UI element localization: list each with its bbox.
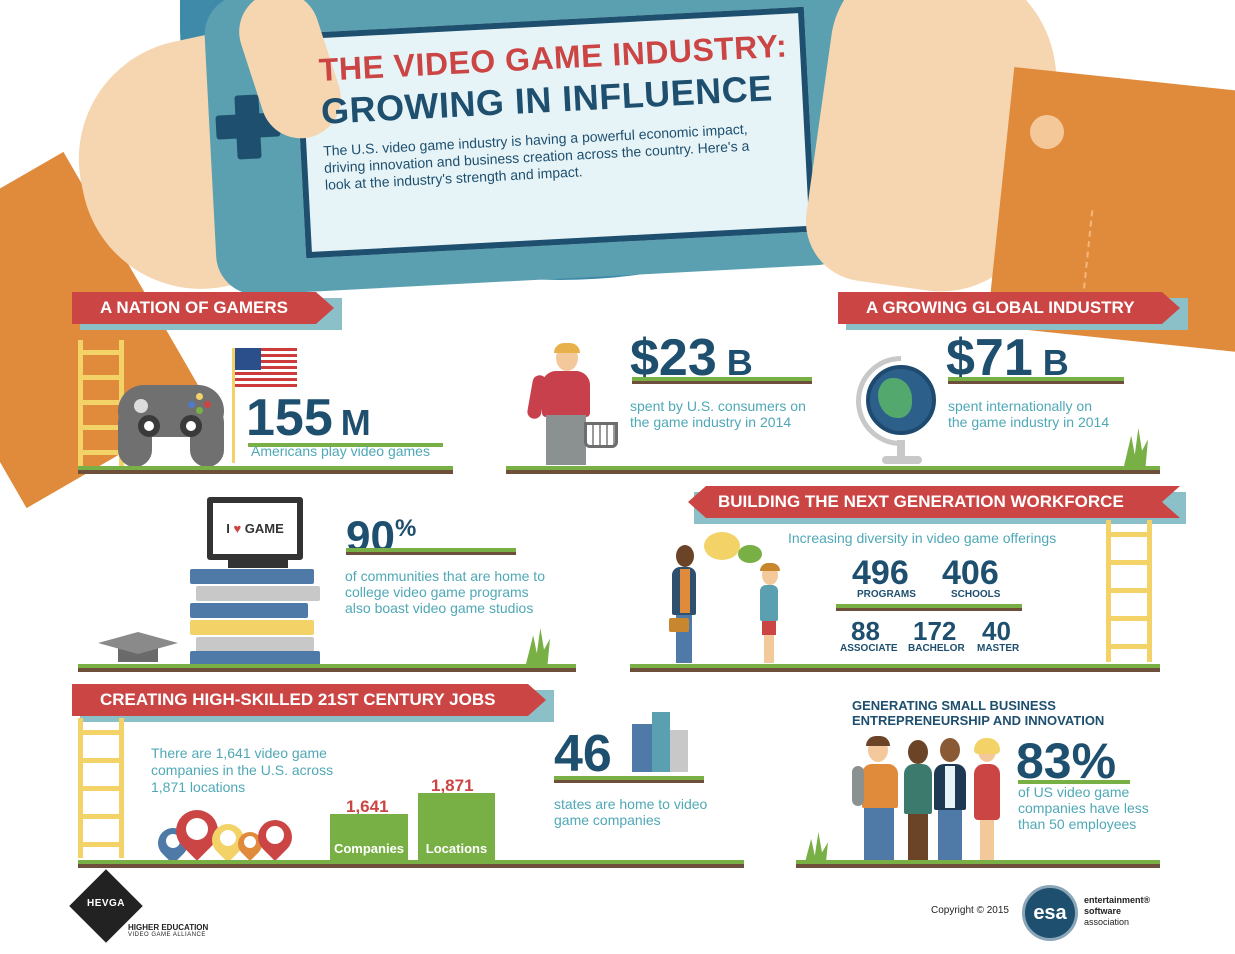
ground-line: [796, 860, 1160, 868]
stat-71b-desc: spent internationally on the game indust…: [948, 398, 1110, 430]
graduation-cap-icon: [98, 632, 178, 654]
hevga-logo-text: HEVGA: [86, 898, 126, 909]
flag-canton: [235, 348, 261, 370]
plant-icon: [1124, 428, 1148, 466]
locations-bar-label: Locations: [425, 841, 488, 856]
monitor-screen: I ♥ GAME: [213, 503, 297, 554]
stat-underline: [346, 548, 516, 555]
stat-underline: [248, 443, 443, 447]
hevga-subtitle: VIDEO GAME ALLIANCE: [128, 932, 206, 938]
esa-logo: esa: [1022, 885, 1078, 941]
ground-line: [78, 664, 576, 672]
ground-line: [630, 664, 1160, 672]
stat-46-desc: states are home to video game companies: [554, 796, 708, 828]
small-business-title: GENERATING SMALL BUSINESS ENTREPRENEURSH…: [852, 698, 1105, 728]
flag-pole: [232, 348, 235, 463]
associate-label: ASSOCIATE: [840, 643, 898, 654]
companies-bar-value: 1,641: [346, 797, 389, 816]
workforce-subtitle: Increasing diversity in video game offer…: [788, 530, 1057, 546]
stat-83-percent: 83%: [1016, 733, 1117, 789]
stat-23b-desc: spent by U.S. consumers on the game indu…: [630, 398, 806, 430]
controller-icon: [118, 385, 224, 467]
adult-person-icon: [668, 545, 698, 663]
stat-71b: $71 B: [946, 329, 1069, 387]
monitor-stand: [228, 560, 288, 568]
stat-underline: [836, 604, 1022, 611]
locations-bar: Locations: [418, 793, 495, 860]
stat-underline: [948, 377, 1124, 384]
consumer-person-icon: [526, 343, 600, 465]
copyright-text: Copyright © 2015: [931, 905, 1009, 916]
ground-line: [78, 466, 453, 474]
ribbon-workforce: BUILDING THE NEXT GENERATION WORKFORCE: [688, 486, 1180, 518]
jobs-desc: There are 1,641 video game companies in …: [151, 745, 334, 795]
speech-bubble-icon: [738, 545, 762, 563]
stat-underline: [1018, 780, 1130, 784]
ribbon-global-industry: A GROWING GLOBAL INDUSTRY: [838, 292, 1180, 324]
sleeve-button: [1030, 115, 1064, 149]
ground-line: [78, 860, 744, 868]
bachelor-label: BACHELOR: [908, 643, 965, 654]
stat-155m: 155 M: [246, 389, 371, 447]
stat-155m-desc: Americans play video games: [251, 443, 430, 459]
plant-icon: [526, 628, 550, 664]
master-label: MASTER: [977, 643, 1020, 654]
ribbon-nation-of-gamers: A NATION OF GAMERS: [72, 292, 334, 324]
globe-base: [882, 456, 922, 464]
associate-value: 88: [851, 616, 880, 646]
stat-23b: $23 B: [630, 329, 753, 387]
ribbon-high-skilled-jobs: CREATING HIGH-SKILLED 21ST CENTURY JOBS: [72, 684, 546, 716]
schools-value: 406: [942, 554, 999, 592]
companies-bar: Companies: [330, 814, 408, 860]
programs-label: PROGRAMS: [857, 589, 916, 600]
main-title-block: THE VIDEO GAME INDUSTRY: GROWING IN INFL…: [318, 27, 805, 194]
stat-46-states: 46: [554, 725, 612, 783]
ladder-icon: [1106, 520, 1152, 662]
briefcase-icon: [669, 618, 689, 632]
stat-underline: [632, 377, 812, 384]
stat-underline: [554, 776, 704, 783]
locations-bar-value: 1,871: [431, 776, 474, 795]
ladder-icon: [78, 718, 124, 858]
child-person-icon: [758, 563, 782, 663]
master-value: 40: [982, 616, 1011, 646]
stat-83-desc: of US video game companies have less tha…: [1018, 784, 1149, 832]
programs-value: 496: [852, 554, 909, 592]
speech-bubble-icon: [704, 532, 740, 560]
bachelor-value: 172: [913, 616, 957, 646]
globe-stand: [897, 440, 905, 458]
schools-label: SCHOOLS: [951, 589, 1001, 600]
esa-name: entertainment® software association: [1084, 895, 1151, 927]
ground-line: [506, 466, 1160, 474]
heart-icon: ♥: [233, 521, 242, 536]
hevga-name: HIGHER EDUCATION: [128, 923, 209, 932]
stat-90-desc: of communities that are home to college …: [345, 568, 545, 616]
companies-bar-label: Companies: [333, 841, 405, 856]
globe-land: [878, 378, 912, 418]
shopping-basket-icon: [584, 422, 618, 448]
